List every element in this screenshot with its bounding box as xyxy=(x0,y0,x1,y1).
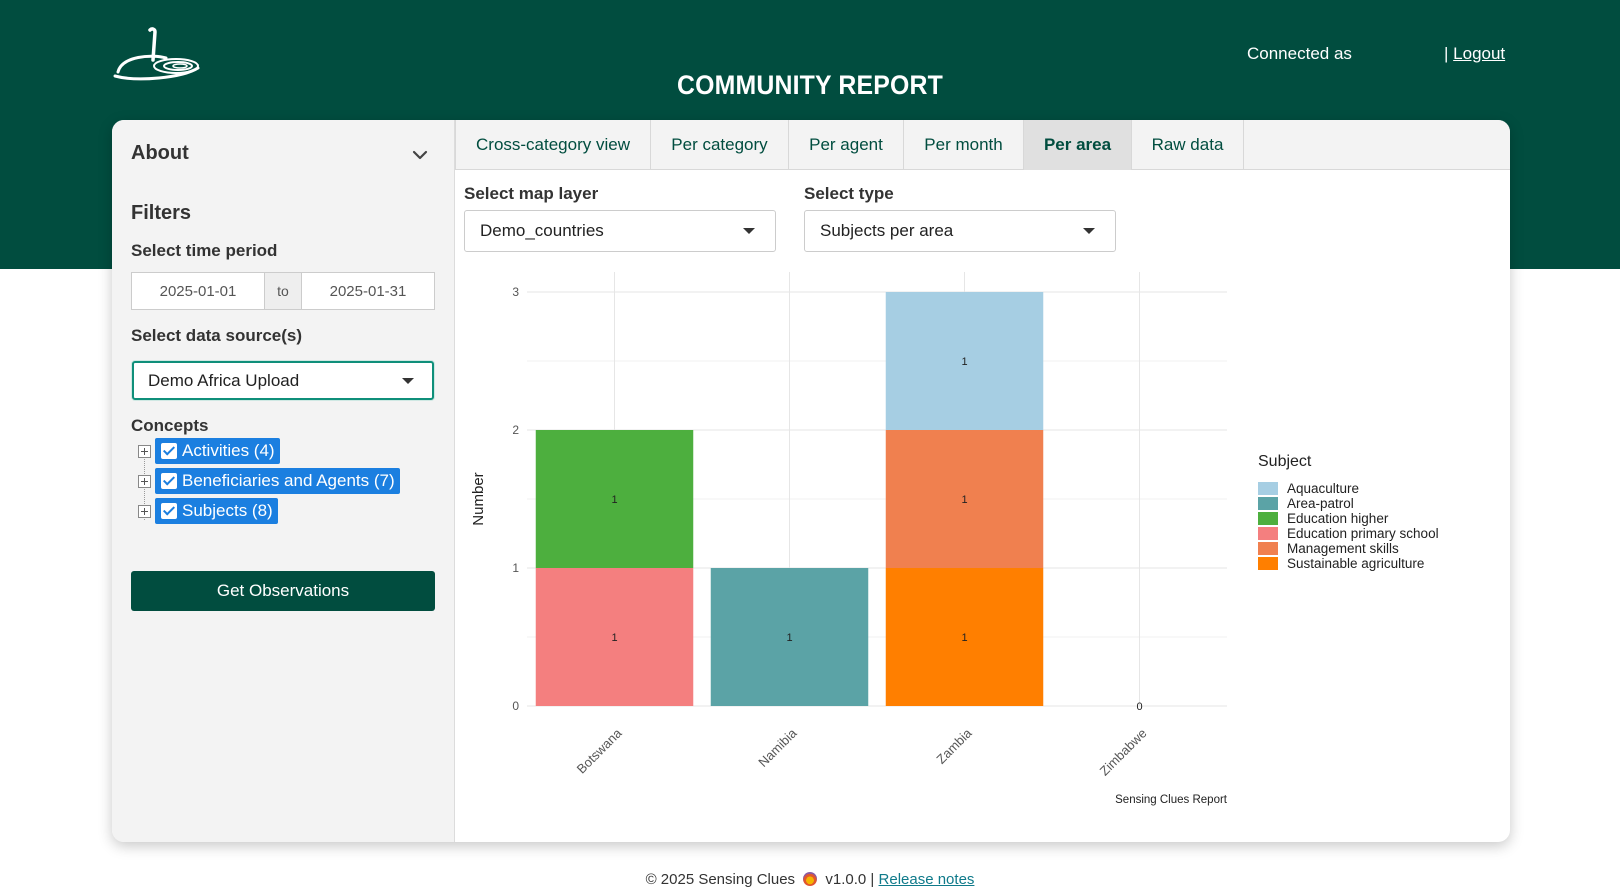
filters-heading: Filters xyxy=(131,202,192,224)
tab-bar: Cross-category view Per category Per age… xyxy=(455,120,1510,170)
bar-segment xyxy=(885,568,1044,706)
select-type-label: Select type xyxy=(804,184,894,203)
y-tick-label: 0 xyxy=(512,699,519,713)
bar-value-label: 1 xyxy=(611,632,617,644)
copyright-text: © 2025 Sensing Clues xyxy=(645,871,796,888)
tree-node-label[interactable]: Beneficiaries and Agents (7) xyxy=(155,468,400,494)
checkbox-checked-icon[interactable] xyxy=(161,503,177,519)
x-tick-label: Zimbabwe xyxy=(1097,726,1150,779)
map-layer-label: Select map layer xyxy=(464,184,599,203)
brand-badge-icon xyxy=(803,872,818,886)
legend-label: Education primary school xyxy=(1287,526,1439,541)
x-tick-label: Zambia xyxy=(933,725,975,767)
logout-separator: | xyxy=(1444,44,1449,63)
concepts-label: Concepts xyxy=(131,416,209,435)
data-source-value: Demo Africa Upload xyxy=(148,370,300,390)
bar-value-label: 1 xyxy=(961,356,967,368)
tree-node-label[interactable]: Activities (4) xyxy=(155,438,280,464)
sidebar: About Filters Select time period 2025-01… xyxy=(112,120,455,842)
release-notes-link[interactable]: Release notes xyxy=(878,871,975,888)
date-end-input[interactable]: 2025-01-31 xyxy=(329,282,407,300)
date-start-input[interactable]: 2025-01-01 xyxy=(159,282,237,300)
bar-segment xyxy=(885,292,1044,430)
data-source-label: Select data source(s) xyxy=(131,326,303,345)
chevron-down-icon[interactable] xyxy=(411,146,429,164)
tab-per-category[interactable]: Per category xyxy=(650,120,789,170)
legend-swatch xyxy=(1258,482,1278,495)
tab-cross-category[interactable]: Cross-category view xyxy=(455,120,651,170)
y-tick-label: 1 xyxy=(512,561,519,575)
tree-node-text: Activities (4) xyxy=(182,441,275,460)
legend-label: Sustainable agriculture xyxy=(1287,556,1424,571)
bar-value-label: 1 xyxy=(786,632,792,644)
legend-label: Area-patrol xyxy=(1287,496,1354,511)
logout-group: | Logout xyxy=(1444,44,1505,64)
legend-label: Education higher xyxy=(1287,511,1389,526)
tab-per-area[interactable]: Per area xyxy=(1023,120,1132,170)
get-observations-button[interactable]: Get Observations xyxy=(131,571,435,611)
legend-swatch xyxy=(1258,497,1278,510)
tree-node-label[interactable]: Subjects (8) xyxy=(155,498,278,524)
expand-plus-icon[interactable] xyxy=(138,474,151,488)
select-type-select[interactable]: Subjects per area xyxy=(804,210,1116,252)
connected-as-text: Connected as xyxy=(1247,44,1352,63)
about-header[interactable]: About xyxy=(131,142,189,164)
dropdown-caret-icon xyxy=(743,228,755,234)
tab-per-agent[interactable]: Per agent xyxy=(788,120,904,170)
expand-plus-icon[interactable] xyxy=(138,444,151,458)
bar-segment xyxy=(535,430,694,568)
version-text: v1.0.0 | xyxy=(825,871,875,888)
tree-node-text: Beneficiaries and Agents (7) xyxy=(182,471,395,490)
legend-swatch xyxy=(1258,542,1278,555)
tree-item-subjects[interactable]: Subjects (8) xyxy=(138,498,278,524)
map-layer-select[interactable]: Demo_countries xyxy=(464,210,776,252)
bar-segment xyxy=(535,568,694,706)
footer: © 2025 Sensing Clues v1.0.0 | Release no… xyxy=(0,871,1620,888)
bar-value-label: 1 xyxy=(611,494,617,506)
legend-label: Aquaculture xyxy=(1287,481,1359,496)
legend-swatch xyxy=(1258,512,1278,525)
select-type-value: Subjects per area xyxy=(820,221,954,240)
main-card: About Filters Select time period 2025-01… xyxy=(112,120,1510,842)
tree-node-text: Subjects (8) xyxy=(182,501,273,520)
tree-item-beneficiaries[interactable]: Beneficiaries and Agents (7) xyxy=(138,468,400,494)
bar-value-label: 0 xyxy=(1136,701,1142,713)
y-tick-label: 3 xyxy=(512,285,519,299)
dropdown-caret-icon xyxy=(1083,228,1095,234)
tab-raw-data[interactable]: Raw data xyxy=(1131,120,1244,170)
logout-link[interactable]: Logout xyxy=(1453,44,1506,63)
tab-content: Select map layer Demo_countries Select t… xyxy=(455,171,1510,842)
expand-plus-icon[interactable] xyxy=(138,504,151,518)
chart-caption: Sensing Clues Report xyxy=(1115,794,1228,806)
bar-value-label: 1 xyxy=(961,632,967,644)
tab-per-month[interactable]: Per month xyxy=(903,120,1024,170)
legend-title: Subject xyxy=(1258,453,1312,470)
legend-swatch xyxy=(1258,527,1278,540)
dropdown-caret-icon xyxy=(402,378,414,384)
checkbox-checked-icon[interactable] xyxy=(161,443,177,459)
bar-value-label: 1 xyxy=(961,494,967,506)
data-source-select[interactable]: Demo Africa Upload xyxy=(132,361,434,400)
y-axis-label: Number xyxy=(470,472,487,525)
app-logo xyxy=(113,27,200,81)
map-layer-value: Demo_countries xyxy=(480,221,604,240)
time-period-label: Select time period xyxy=(131,241,278,260)
bar-segment xyxy=(885,430,1044,568)
checkbox-checked-icon[interactable] xyxy=(161,473,177,489)
tree-item-activities[interactable]: Activities (4) xyxy=(138,438,280,464)
legend-swatch xyxy=(1258,557,1278,570)
legend-label: Management skills xyxy=(1287,541,1399,556)
subjects-per-area-chart: 0 1 2 3 1 1 Botswana 1 Namibia 1 1 1 Zambia 0 Zimbabwe… xyxy=(470,272,1439,806)
x-tick-label: Botswana xyxy=(574,725,626,777)
y-tick-label: 2 xyxy=(512,423,519,437)
page-title: COMMUNITY REPORT xyxy=(676,70,944,100)
bar-segment xyxy=(710,568,869,706)
date-range-input: 2025-01-01 to 2025-01-31 xyxy=(131,272,435,310)
date-range-separator: to xyxy=(264,273,302,309)
x-tick-label: Namibia xyxy=(755,725,800,770)
